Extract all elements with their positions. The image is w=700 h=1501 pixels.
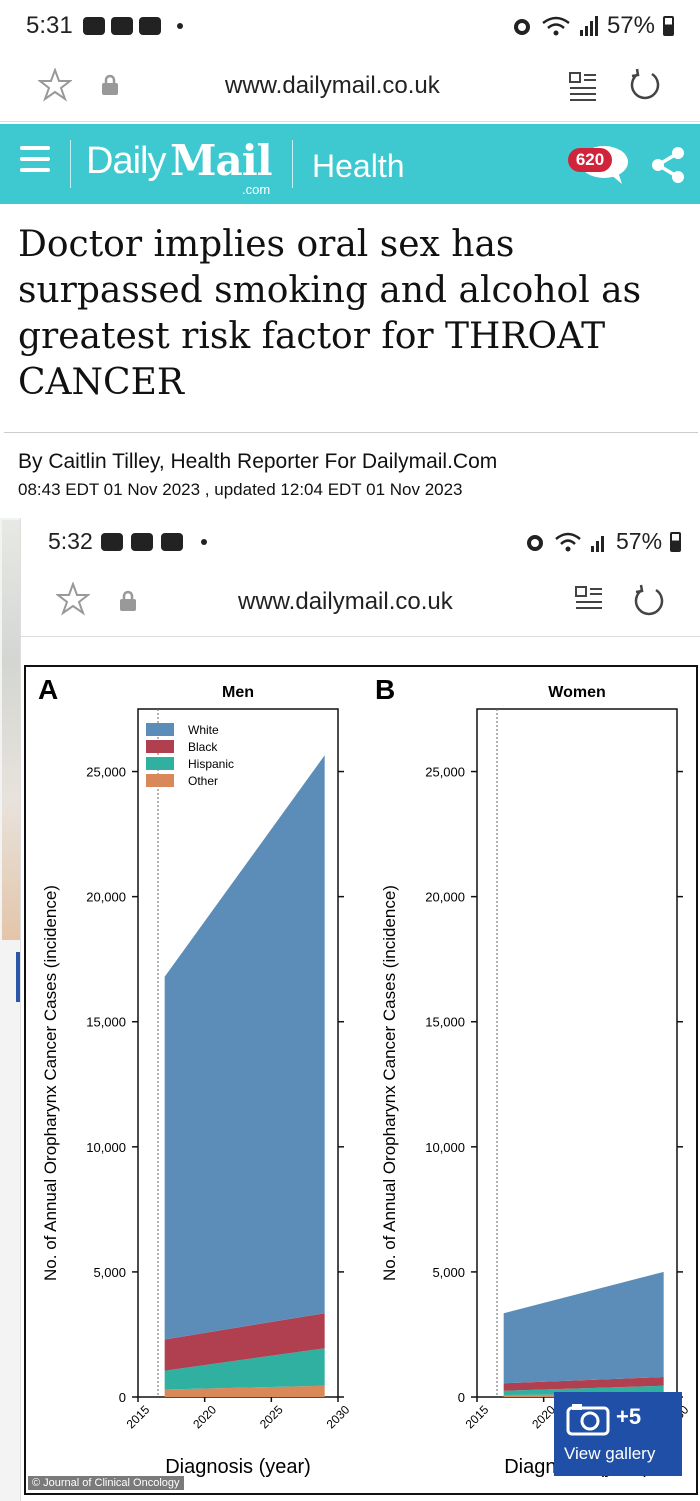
image-icon [100,532,123,551]
y-tick-label: 15,000 [425,1015,465,1030]
chart-figure: 0 5,000 10,000 15,000 20,000 25,000 2015 2020 20… [24,665,698,1495]
header-divider [70,140,71,188]
area-white [503,1271,664,1384]
youtube-icon [138,17,161,35]
y-axis-label: No. of Annual Oropharynx Cancer Cases (i… [41,885,60,1281]
panel-title: Men [222,684,254,701]
alarm-icon [527,534,543,551]
y-tick-label: 20,000 [86,890,126,905]
wifi-icon [555,532,581,551]
lock-icon[interactable] [100,74,120,96]
embedded-status-right: 57% [524,528,682,555]
share-icon[interactable] [650,146,688,184]
divider [4,432,698,433]
signal-icon [579,16,598,36]
wifi-icon [542,16,570,36]
battery-icon [663,16,674,36]
legend-label: Other [188,774,218,788]
reload-icon [634,584,664,616]
cloud-icon [130,532,153,551]
x-tick-label: 2020 [190,1402,219,1431]
legend-label: White [188,723,219,737]
signal-icon [591,535,604,552]
y-tick-label: 15,000 [86,1015,126,1030]
article-byline[interactable]: By Caitlin Tilley, Health Reporter For D… [18,450,498,473]
y-tick-label: 10,000 [425,1140,465,1155]
status-time: 5:31 [26,12,73,39]
area-black [164,1313,325,1371]
logo-com: .com [242,182,271,197]
browser-url-bar: www.dailymail.co.uk [0,52,700,122]
lock-icon [120,590,136,611]
battery-icon [670,531,682,552]
site-header: Daily Mail .com Health 620 [0,124,700,204]
article-headline: Doctor implies oral sex has surpassed sm… [18,224,642,403]
logo-daily[interactable]: Daily [86,140,166,182]
image-icon [110,17,133,35]
bookmark-star-icon [56,582,90,616]
y-tick-label: 25,000 [86,765,126,780]
menu-icon[interactable] [20,146,50,180]
chart-panel-A: 0 5,000 10,000 15,000 20,000 25,000 2015 2020 20… [38,674,353,1478]
logo-mail[interactable]: Mail [170,136,273,185]
embedded-status-left: 5:32 [48,528,207,555]
reader-mode-icon[interactable] [568,70,598,102]
y-axis-label: No. of Annual Oropharynx Cancer Cases (i… [380,885,399,1281]
gallery-count: +5 [616,1404,642,1429]
more-dot-icon [176,23,183,29]
left-image-fragment [2,520,20,940]
y-tick-label: 25,000 [425,765,465,780]
bookmark-star-icon[interactable] [38,68,72,102]
battery-percent: 57% [606,12,655,39]
reader-mode-icon [575,586,602,609]
y-tick-label: 0 [458,1390,465,1405]
figure-credit: © Journal of Clinical Oncology [28,1476,184,1490]
area-black [503,1376,664,1391]
youtube-icon [160,532,183,551]
legend-swatch-other [146,774,174,787]
y-tick-label: 5,000 [93,1265,126,1280]
section-label[interactable]: Health [312,148,405,184]
panel-title: Women [548,684,605,701]
x-tick-label: 2030 [324,1402,353,1431]
chart-panel-B: 05,00010,00015,00020,00025,0002015202020… [375,674,692,1478]
reload-icon[interactable] [628,68,662,102]
more-dot-icon [200,538,207,545]
cloud-icon [82,17,105,35]
alarm-icon [513,19,530,35]
article-dateline: 08:43 EDT 01 Nov 2023 , updated 12:04 ED… [18,480,463,499]
notification-icons [82,17,183,35]
legend-label: Hispanic [188,757,234,771]
left-image-accent [16,952,20,1002]
x-axis-label: Diagnosis (year) [165,1456,311,1478]
legend-swatch-black [146,740,174,753]
x-tick-label: 2015 [463,1402,492,1431]
embedded-url-text: www.dailymail.co.uk [238,588,453,615]
y-tick-label: 10,000 [86,1140,126,1155]
gallery-label: View gallery [564,1444,656,1463]
embedded-status-time: 5:32 [48,528,93,554]
x-tick-label: 2015 [124,1402,153,1431]
area-white [164,755,325,1340]
camera-icon [566,1404,610,1436]
y-tick-label: 0 [119,1390,126,1405]
panel-letter: B [375,674,395,705]
legend-swatch-hispanic [146,757,174,770]
x-tick-label: 2025 [257,1402,286,1431]
panel-letter: A [38,674,58,705]
legend-swatch-white [146,723,174,736]
legend-label: Black [188,740,218,754]
view-gallery-button[interactable]: +5 View gallery [554,1392,682,1476]
area-hispanic [164,1348,325,1390]
embedded-battery-percent: 57% [616,528,663,554]
chart-svg: 0 5,000 10,000 15,000 20,000 25,000 2015 2020 20… [38,674,692,1478]
status-bar: 5:31 57% [0,0,700,52]
y-tick-label: 5,000 [432,1265,465,1280]
comment-count-badge[interactable]: 620 [568,148,612,172]
area-other [164,1385,325,1397]
divider [20,636,700,637]
url-text[interactable]: www.dailymail.co.uk [225,72,440,99]
header-divider [292,140,293,188]
y-tick-label: 20,000 [425,890,465,905]
